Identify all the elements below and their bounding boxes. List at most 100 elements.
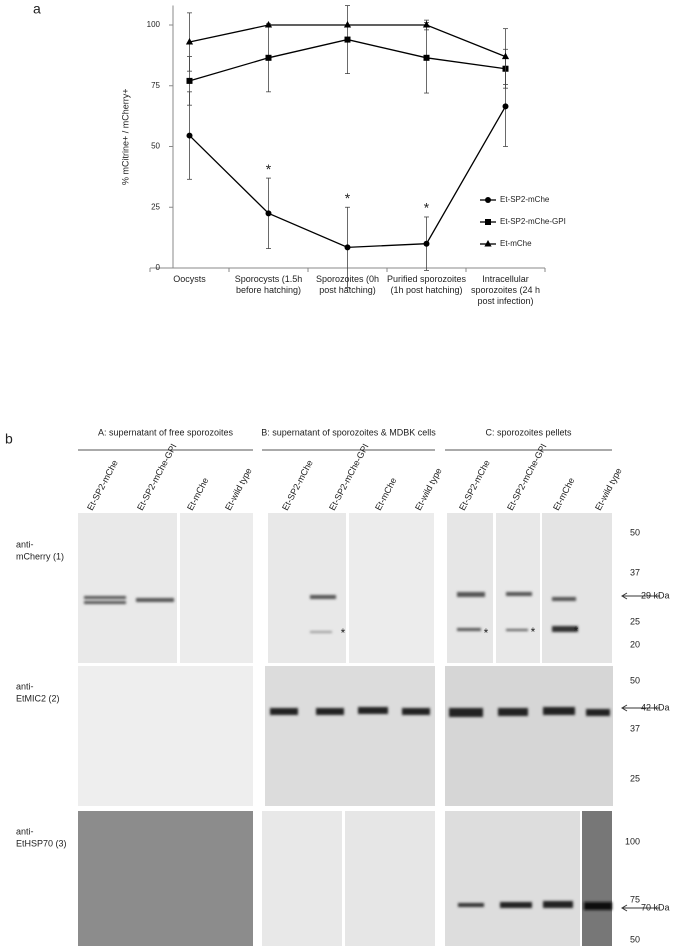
marker <box>186 132 193 139</box>
marker <box>484 240 492 247</box>
blot <box>582 811 612 946</box>
asterisk: * <box>531 625 536 639</box>
band <box>500 902 532 908</box>
y-tick-label: 0 <box>156 263 161 272</box>
x-tick-label: Sporocysts (1.5h before hatching) <box>234 274 303 295</box>
lane-label: Et-mChe <box>185 476 211 512</box>
marker <box>265 54 272 61</box>
marker <box>343 21 352 28</box>
row-label: anti- <box>16 826 34 836</box>
band-size: 29 kDa <box>641 590 670 600</box>
asterisk: * <box>484 626 489 640</box>
lane-label: Et-SP2-mChe-GPI <box>327 442 371 512</box>
significance: * <box>424 200 430 216</box>
band <box>586 709 610 716</box>
band <box>270 708 298 715</box>
x-tick-label: Purified sporozoites (1h post hatching) <box>386 274 467 295</box>
band <box>506 629 528 631</box>
row-label: anti- <box>16 681 34 691</box>
group-title: A: supernatant of free sporozoites <box>98 427 234 437</box>
marker <box>423 240 430 247</box>
lane-label: Et-SP2-mChe <box>457 458 492 512</box>
marker <box>485 197 491 203</box>
band <box>316 708 344 715</box>
arrow <box>621 704 660 712</box>
blot <box>78 811 253 946</box>
size-marker: 100 <box>625 836 640 846</box>
band <box>498 708 528 716</box>
marker <box>344 244 351 251</box>
size-marker: 37 <box>630 723 640 733</box>
band <box>358 707 388 714</box>
size-marker: 75 <box>630 894 640 904</box>
lane-label: Et-SP2-mChe <box>280 458 315 512</box>
size-marker: 50 <box>630 527 640 537</box>
panel-label: a <box>33 1 41 17</box>
marker <box>185 38 194 45</box>
marker <box>422 21 431 28</box>
band <box>458 903 484 907</box>
legend-label: Et-SP2-mChe-GPI <box>500 217 566 226</box>
legend-label: Et-SP2-mChe <box>500 195 550 204</box>
band <box>457 592 485 597</box>
group-title: B: supernatant of sporozoites & MDBK cel… <box>261 427 436 437</box>
blot <box>447 513 493 663</box>
arrow <box>621 592 660 600</box>
row-label: anti- <box>16 539 34 549</box>
blot <box>78 666 253 806</box>
row-label: EtHSP70 (3) <box>16 838 67 848</box>
lane-label: Et-mChe <box>373 476 399 512</box>
row-label: mCherry (1) <box>16 551 64 561</box>
size-marker: 25 <box>630 616 640 626</box>
marker <box>485 219 491 225</box>
x-tick-label: Oocysts <box>173 274 206 284</box>
blot <box>349 513 434 663</box>
marker <box>423 54 430 61</box>
lane-label: Et-wild type <box>413 466 444 512</box>
legend-label: Et-mChe <box>500 239 532 248</box>
blot <box>542 513 612 663</box>
blot <box>445 666 613 806</box>
blot <box>78 513 177 663</box>
asterisk: * <box>341 626 346 640</box>
band <box>552 626 578 632</box>
marker <box>501 52 510 60</box>
lane-label: Et-SP2-mChe-GPI <box>505 442 549 512</box>
blot <box>496 513 540 663</box>
blot <box>268 513 346 663</box>
y-tick-label: 50 <box>151 142 160 151</box>
blot <box>262 811 342 946</box>
marker <box>186 77 193 84</box>
lane-label: Et-wild type <box>593 466 624 512</box>
blot <box>180 513 253 663</box>
y-axis-label: % mCitrine+ / mCherry+ <box>120 89 130 186</box>
panel-label: b <box>5 431 13 447</box>
band <box>402 708 430 715</box>
band <box>543 707 575 715</box>
size-marker: 50 <box>630 934 640 944</box>
size-marker: 37 <box>630 567 640 577</box>
arrow <box>621 904 660 912</box>
blots <box>78 513 613 946</box>
blot <box>445 811 580 946</box>
band <box>584 902 612 910</box>
band <box>84 596 126 599</box>
lane-label: Et-SP2-mChe <box>85 458 120 512</box>
band-size: 70 kDa <box>641 902 670 912</box>
marker <box>265 210 272 217</box>
significance: * <box>345 190 351 206</box>
blot <box>265 666 435 806</box>
band <box>310 631 332 633</box>
band <box>84 601 126 604</box>
band <box>457 628 481 631</box>
group-title: C: sporozoites pellets <box>485 427 572 437</box>
size-marker: 50 <box>630 675 640 685</box>
band <box>543 901 573 908</box>
y-tick-label: 75 <box>151 81 160 90</box>
blot <box>345 811 435 946</box>
marker <box>264 21 273 28</box>
band <box>506 592 532 596</box>
band <box>136 598 174 602</box>
row-label: EtMIC2 (2) <box>16 693 60 703</box>
